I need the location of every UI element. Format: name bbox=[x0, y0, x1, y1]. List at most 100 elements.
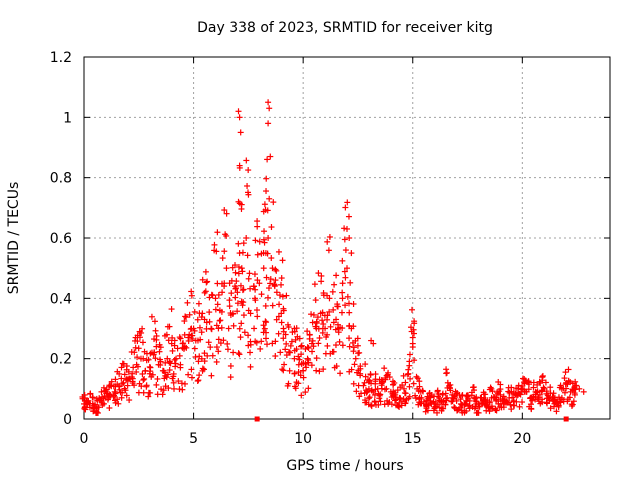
data-point bbox=[235, 198, 242, 205]
data-point bbox=[473, 394, 480, 401]
data-point bbox=[114, 396, 121, 403]
data-point bbox=[553, 408, 560, 415]
data-point bbox=[114, 368, 121, 375]
data-point bbox=[183, 314, 190, 321]
data-point bbox=[298, 342, 305, 349]
data-point bbox=[230, 349, 237, 356]
data-point bbox=[191, 308, 198, 315]
data-point bbox=[493, 396, 500, 403]
data-point bbox=[420, 388, 427, 395]
data-point bbox=[232, 294, 239, 301]
data-point bbox=[221, 283, 228, 290]
data-point bbox=[485, 404, 492, 411]
data-point bbox=[251, 271, 258, 278]
data-point bbox=[407, 375, 414, 382]
data-point bbox=[273, 316, 280, 323]
data-point bbox=[344, 265, 350, 272]
data-point bbox=[261, 201, 268, 208]
data-point bbox=[240, 286, 247, 293]
data-point bbox=[513, 398, 520, 405]
data-point bbox=[356, 393, 363, 400]
data-point bbox=[258, 291, 265, 298]
data-point bbox=[372, 371, 379, 378]
data-point bbox=[563, 385, 570, 392]
axis-marker bbox=[254, 416, 260, 422]
data-point bbox=[391, 379, 398, 386]
data-point bbox=[266, 105, 273, 112]
data-point bbox=[245, 307, 252, 314]
data-point bbox=[141, 375, 148, 382]
data-point bbox=[227, 362, 234, 369]
data-point bbox=[268, 224, 275, 231]
data-point bbox=[188, 325, 195, 332]
data-point bbox=[408, 306, 415, 313]
data-point bbox=[280, 307, 287, 314]
data-point bbox=[347, 279, 354, 286]
data-point bbox=[139, 339, 146, 346]
data-point bbox=[241, 329, 248, 336]
data-point bbox=[339, 295, 346, 302]
data-point bbox=[232, 262, 239, 269]
data-point bbox=[236, 351, 243, 358]
data-point bbox=[388, 401, 395, 408]
data-point bbox=[346, 368, 353, 375]
data-point bbox=[110, 383, 117, 390]
data-point bbox=[223, 232, 230, 239]
data-point bbox=[500, 393, 507, 400]
data-point bbox=[361, 379, 368, 386]
data-point bbox=[344, 225, 350, 232]
data-point bbox=[323, 333, 330, 340]
data-point bbox=[194, 377, 201, 384]
tick-layer bbox=[83, 56, 610, 420]
data-point bbox=[272, 266, 279, 273]
data-point bbox=[126, 397, 133, 404]
data-point bbox=[267, 276, 274, 283]
data-point bbox=[302, 345, 309, 352]
data-point bbox=[378, 380, 385, 387]
data-point bbox=[527, 394, 534, 401]
data-point bbox=[163, 374, 170, 381]
data-point bbox=[202, 288, 209, 295]
data-point bbox=[424, 407, 431, 414]
x-tick-label: 15 bbox=[404, 431, 422, 447]
data-point bbox=[370, 340, 377, 347]
y-tick-label: 0 bbox=[63, 412, 72, 428]
data-point bbox=[410, 380, 417, 387]
data-point bbox=[319, 309, 326, 316]
data-point bbox=[98, 388, 105, 395]
data-point bbox=[367, 371, 374, 378]
data-point bbox=[244, 252, 251, 259]
data-point bbox=[115, 383, 122, 390]
data-point bbox=[286, 367, 293, 374]
data-point bbox=[333, 272, 340, 279]
data-point bbox=[254, 223, 261, 230]
data-point bbox=[348, 250, 355, 257]
data-point bbox=[402, 390, 409, 397]
data-point bbox=[280, 335, 287, 342]
data-point bbox=[181, 318, 188, 325]
data-point bbox=[220, 337, 227, 344]
data-point bbox=[226, 303, 233, 310]
data-point bbox=[325, 247, 332, 254]
data-point bbox=[341, 225, 348, 232]
data-point bbox=[244, 182, 251, 189]
data-point bbox=[272, 277, 279, 284]
data-point bbox=[208, 325, 215, 332]
data-point bbox=[312, 297, 319, 304]
data-point bbox=[294, 333, 301, 340]
data-point bbox=[510, 402, 517, 409]
x-tick-label: 0 bbox=[80, 431, 89, 447]
data-point bbox=[570, 387, 577, 394]
data-point bbox=[257, 345, 264, 352]
data-point bbox=[151, 336, 158, 343]
data-point bbox=[229, 310, 236, 317]
data-point bbox=[108, 378, 115, 385]
data-point bbox=[253, 339, 260, 346]
point-layer bbox=[79, 99, 587, 422]
data-point bbox=[206, 309, 213, 316]
data-point bbox=[96, 395, 103, 402]
data-point bbox=[324, 292, 331, 299]
data-point bbox=[245, 167, 252, 174]
data-point bbox=[362, 361, 369, 368]
data-point bbox=[273, 289, 280, 296]
